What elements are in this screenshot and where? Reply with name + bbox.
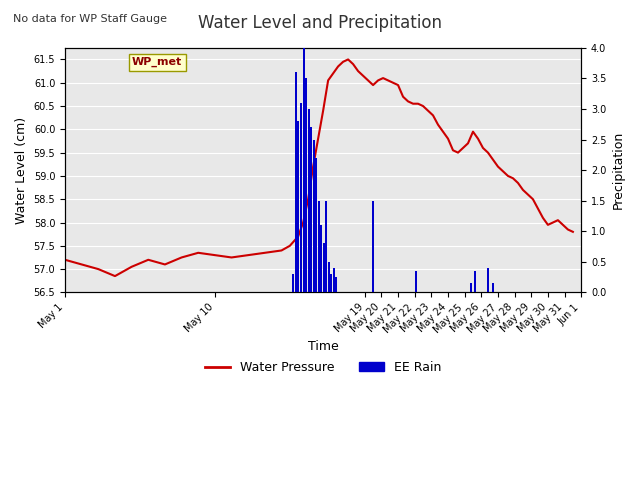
Bar <box>321 225 323 292</box>
Bar <box>297 121 299 292</box>
Y-axis label: Precipitation: Precipitation <box>612 131 625 209</box>
Bar <box>328 262 330 292</box>
Bar <box>335 277 337 292</box>
Y-axis label: Water Level (cm): Water Level (cm) <box>15 117 28 224</box>
Bar <box>415 271 417 292</box>
Bar <box>313 140 315 292</box>
Bar <box>303 48 305 292</box>
Bar <box>474 271 476 292</box>
Bar <box>308 109 310 292</box>
Bar <box>372 201 374 292</box>
Text: WP_met: WP_met <box>132 57 182 67</box>
Bar <box>323 243 325 292</box>
Bar <box>333 268 335 292</box>
Bar <box>305 78 307 292</box>
Text: Water Level and Precipitation: Water Level and Precipitation <box>198 14 442 33</box>
Bar <box>310 127 312 292</box>
Bar <box>487 268 489 292</box>
Bar <box>292 274 294 292</box>
Bar <box>294 72 297 292</box>
Legend: Water Pressure, EE Rain: Water Pressure, EE Rain <box>200 356 447 379</box>
X-axis label: Time: Time <box>308 340 339 353</box>
Bar <box>330 274 332 292</box>
Text: No data for WP Staff Gauge: No data for WP Staff Gauge <box>13 14 167 24</box>
Bar <box>326 201 328 292</box>
Bar <box>316 158 317 292</box>
Bar <box>300 103 301 292</box>
Bar <box>318 201 320 292</box>
Bar <box>492 283 494 292</box>
Bar <box>470 283 472 292</box>
